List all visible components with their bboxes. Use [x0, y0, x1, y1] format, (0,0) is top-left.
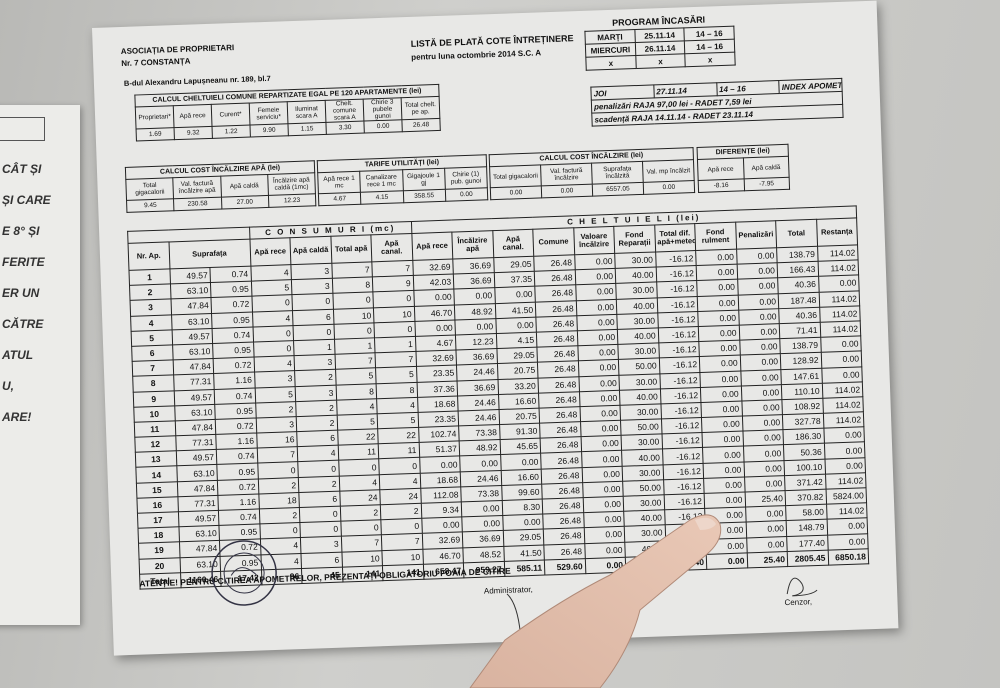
- notice-line: CĂTRE: [2, 317, 44, 331]
- payment-sheet: ASOCIAȚIA DE PROPRIETARI Nr. 7 CONSTANȚA…: [92, 0, 899, 656]
- stamp-mark: [230, 567, 257, 576]
- notice-line: CÂT ȘI: [2, 162, 42, 176]
- signature: [786, 577, 818, 597]
- notice-line: ARE!: [2, 410, 32, 424]
- stamp-ring: [211, 540, 277, 606]
- notice-line: FERITE: [2, 255, 45, 269]
- fingernail: [695, 517, 716, 530]
- signature-stroke: [506, 593, 521, 634]
- side-notice: CÂT ȘI ȘI CARE E 8° ȘI FERITE ER UN CĂTRE ATUL…: [0, 105, 80, 625]
- signature: [506, 593, 521, 634]
- signature-stroke: [786, 577, 818, 597]
- stamp: [211, 540, 277, 606]
- notice-line: U,: [2, 379, 14, 393]
- notice-line: ȘI CARE: [2, 193, 51, 207]
- notice-line: ER UN: [2, 286, 40, 300]
- stamp-ring: [223, 552, 265, 594]
- notice-line: ATUL: [2, 348, 34, 362]
- finger: [469, 514, 722, 688]
- notice-line: E 8° ȘI: [2, 224, 40, 238]
- box: [0, 117, 45, 141]
